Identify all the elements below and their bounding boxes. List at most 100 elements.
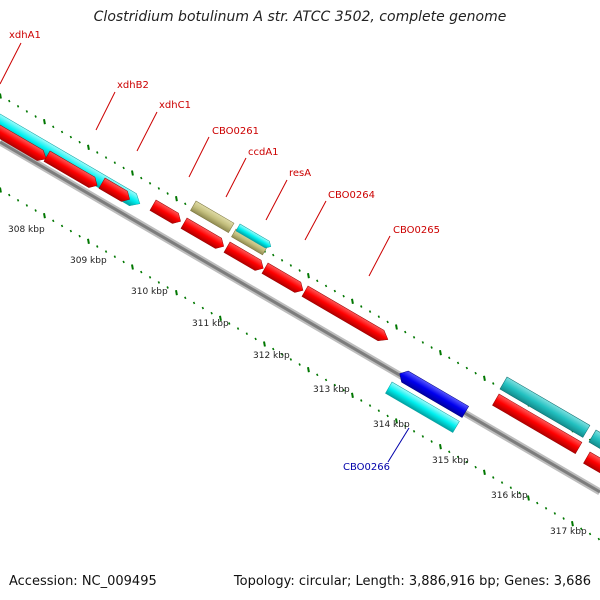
feature-teal-arrow[interactable]: [499, 376, 591, 438]
gene-label: CBO0265: [393, 225, 440, 236]
feature-resA-rna[interactable]: [235, 223, 273, 250]
tick-mark: [43, 213, 46, 219]
tick-mark: [456, 361, 460, 365]
tick-mark: [113, 255, 117, 259]
inner-tick-row: [0, 187, 600, 541]
feature-ccdA1-arrow[interactable]: [180, 217, 227, 252]
tick-mark: [368, 310, 372, 313]
tick-mark: [78, 140, 81, 144]
tick-mark: [60, 130, 64, 134]
tick-mark: [122, 166, 125, 170]
feature-CBO0266-arrow[interactable]: [396, 368, 469, 418]
tick-mark: [148, 181, 152, 185]
label-xdhC1[interactable]: xdhC1: [136, 100, 191, 152]
tick-mark: [360, 305, 363, 308]
kbp-label: 310 kbp: [131, 287, 168, 297]
tick-mark: [448, 450, 451, 454]
tick-mark: [333, 383, 337, 387]
tick-mark: [421, 341, 425, 344]
tick-mark: [474, 465, 477, 469]
tick-mark: [113, 161, 117, 165]
tick-mark: [148, 275, 152, 279]
label-CBO0264[interactable]: CBO0264: [304, 190, 375, 241]
kbp-label: 312 kbp: [253, 351, 290, 361]
tick-mark: [430, 440, 433, 443]
tick-mark: [439, 444, 442, 450]
feature-cds-arrow[interactable]: [43, 150, 100, 191]
kbp-label: 316 kbp: [491, 491, 528, 501]
map-title: Clostridium botulinum A str. ATCC 3502, …: [93, 9, 507, 25]
topology-text: Topology: circular; Length: 3,886,916 bp…: [233, 574, 591, 589]
tick-mark: [236, 327, 240, 330]
tick-mark: [210, 311, 213, 315]
tick-mark: [25, 110, 29, 113]
tick-mark: [360, 399, 363, 402]
feature-resA-arrow[interactable]: [223, 241, 266, 274]
kbp-label: 309 kbp: [70, 256, 107, 266]
gene-label: CBO0261: [212, 126, 259, 137]
tick-mark: [78, 234, 81, 238]
feature-other-arrow[interactable]: [190, 200, 235, 234]
tick-mark: [571, 521, 574, 527]
tick-mark: [342, 388, 345, 392]
tick-mark: [395, 324, 398, 330]
tick-mark: [104, 156, 108, 159]
label-CBO0266[interactable]: CBO0266: [343, 427, 410, 473]
tick-mark: [404, 424, 407, 428]
feature-cds-arrow[interactable]: [0, 124, 49, 164]
kbp-label: 311 kbp: [192, 319, 229, 329]
feature-rna-rev[interactable]: [385, 381, 460, 433]
backbone: [0, 138, 600, 496]
tick-mark: [465, 460, 469, 464]
gene-label: xdhC1: [159, 100, 191, 111]
tick-mark: [157, 187, 161, 190]
tick-mark: [492, 476, 495, 479]
tick-mark: [536, 501, 539, 505]
feature-cds-arrow[interactable]: [492, 393, 583, 454]
label-CBO0265[interactable]: CBO0265: [368, 225, 440, 277]
tick-mark: [289, 264, 293, 267]
accession-text: Accession: NC_009495: [9, 574, 157, 589]
tick-mark: [351, 392, 354, 398]
tick-rows: [0, 93, 600, 541]
tick-mark: [430, 346, 433, 349]
tick-mark: [553, 512, 557, 515]
label-ccdA1[interactable]: ccdA1: [225, 147, 279, 198]
kbp-label: 317 kbp: [550, 527, 587, 537]
label-resA[interactable]: resA: [265, 168, 311, 221]
tick-mark: [184, 296, 187, 300]
gene-labels: xdhA1 xdhB2 xdhC1 CBO0261 ccdA1 resA: [0, 30, 440, 473]
tick-mark: [518, 491, 521, 495]
tick-mark: [439, 350, 442, 356]
label-xdhB2[interactable]: xdhB2: [95, 80, 149, 131]
tick-mark: [228, 322, 231, 325]
gene-label: xdhB2: [117, 80, 149, 91]
feature-teal-arrow[interactable]: [588, 429, 600, 453]
tick-mark: [201, 306, 205, 310]
feature-CBO0261-arrow[interactable]: [149, 199, 184, 226]
feature-cds-arrow[interactable]: [583, 451, 600, 474]
tick-mark: [483, 469, 486, 475]
tick-mark: [16, 198, 20, 202]
tick-mark: [448, 356, 451, 360]
tick-mark: [166, 286, 169, 289]
tick-mark: [474, 371, 477, 375]
tick-mark: [465, 366, 469, 370]
feature-cds-arrow[interactable]: [98, 177, 133, 204]
feature-CBO0264-arrow[interactable]: [261, 262, 306, 296]
tick-mark: [580, 527, 583, 531]
feature-CBO0265-arrow[interactable]: [301, 285, 391, 345]
tick-mark: [140, 176, 143, 180]
tick-mark: [412, 335, 416, 339]
label-CBO0261[interactable]: CBO0261: [188, 126, 259, 178]
tick-mark: [0, 187, 2, 193]
tick-mark: [333, 289, 337, 293]
tick-mark: [60, 224, 64, 228]
tick-mark: [597, 537, 600, 541]
label-xdhA1[interactable]: xdhA1: [0, 30, 41, 85]
tick-mark: [421, 435, 425, 438]
tick-mark: [96, 245, 99, 248]
tick-mark: [377, 409, 381, 413]
tick-mark: [368, 404, 372, 407]
